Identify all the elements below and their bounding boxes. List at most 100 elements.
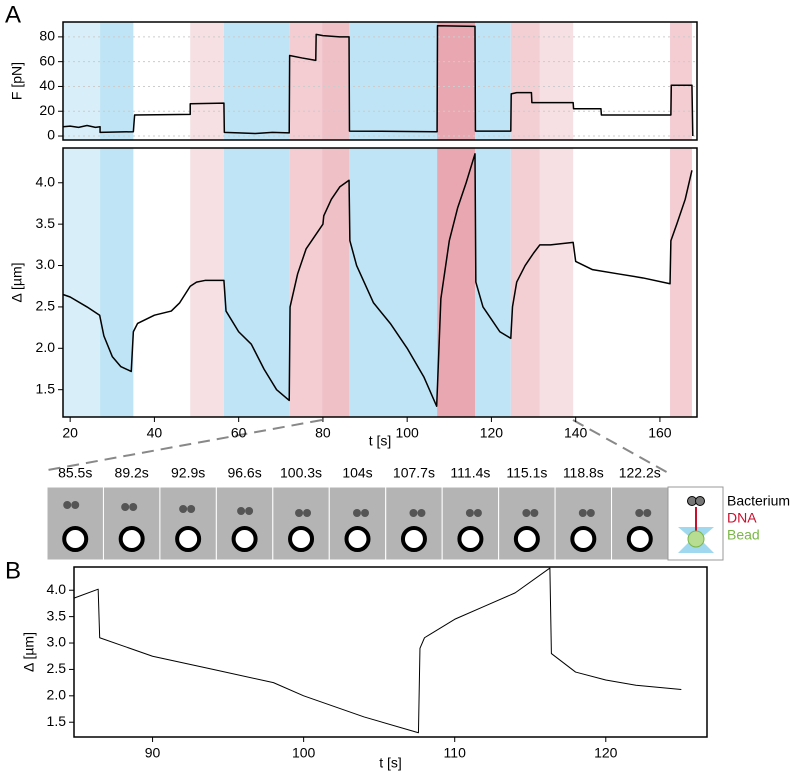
y-tick-label: 1.5 (47, 713, 67, 729)
bacterium (643, 509, 652, 517)
image-frame (611, 486, 669, 561)
x-tick-label: 90 (145, 745, 161, 761)
y-axis-label: F [pN] (9, 62, 25, 100)
frame-time-label: 104s (342, 465, 372, 481)
bacterium-icon (695, 496, 705, 506)
bacterium (295, 509, 304, 517)
y-axis-label: Δ [µm] (21, 632, 37, 672)
panel-label: A (5, 1, 21, 28)
bead-icon (687, 530, 705, 548)
y-axis-label: Δ [µm] (9, 263, 25, 303)
region (63, 148, 101, 417)
data-line (62, 153, 693, 407)
plot-frame (62, 147, 698, 418)
bead (344, 526, 371, 552)
region (100, 148, 134, 417)
x-tick-label: 40 (147, 425, 163, 441)
region (510, 22, 540, 140)
x-tick-label: 100 (292, 745, 316, 761)
region (474, 22, 511, 140)
bead (118, 526, 145, 552)
y-tick-label: 20 (39, 102, 55, 118)
bacterium (578, 509, 587, 517)
bacterium (121, 503, 130, 511)
y-tick-label: 3.0 (47, 634, 67, 650)
x-axis-label: t [s] (369, 433, 392, 449)
y-tick-label: 60 (39, 52, 55, 68)
region (670, 148, 692, 417)
bacterium (63, 501, 72, 509)
bacterium (179, 505, 188, 513)
bead (62, 526, 89, 552)
bacterium (409, 509, 418, 517)
bacterium (71, 501, 80, 509)
region (190, 22, 224, 140)
x-tick-label: 100 (395, 425, 419, 441)
y-tick-label: 3.5 (47, 607, 67, 623)
y-tick-label: 40 (39, 77, 55, 93)
region (100, 22, 134, 140)
frame-time-label: 111.4s (450, 465, 490, 481)
data-line (73, 567, 682, 734)
region (223, 22, 290, 140)
region (539, 148, 574, 417)
region (437, 22, 475, 140)
region (510, 148, 540, 417)
bead (400, 526, 427, 552)
panel-label: B (5, 557, 21, 584)
bacterium (361, 509, 369, 517)
bacterium (303, 509, 312, 517)
data-line (62, 24, 694, 137)
image-frame (328, 486, 387, 561)
bead (626, 526, 653, 552)
legend-entry: Bead (727, 527, 760, 543)
region (322, 22, 350, 140)
bead (231, 526, 258, 552)
bead (175, 526, 202, 552)
bacterium (635, 509, 644, 517)
x-tick-label: 140 (564, 425, 588, 441)
x-tick-label: 120 (594, 745, 618, 761)
y-tick-label: 2.5 (36, 298, 56, 314)
frame-time-label: 92.9s (171, 465, 205, 481)
image-frame (102, 486, 161, 561)
frame-time-label: 100.3s (280, 465, 322, 481)
y-tick-label: 3.5 (36, 215, 56, 231)
bacterium (586, 509, 595, 517)
x-tick-label: 120 (480, 425, 504, 441)
bead (288, 526, 315, 552)
x-tick-label: 80 (315, 425, 331, 441)
legend-entry: Bacterium (727, 493, 790, 509)
x-tick-label: 110 (444, 745, 467, 761)
region (349, 22, 438, 140)
zoom-guide (47, 419, 323, 471)
region (474, 148, 511, 417)
frame-time-label: 107.7s (393, 465, 435, 481)
bacterium (417, 509, 426, 517)
image-frame (272, 486, 330, 561)
region (539, 22, 574, 140)
region (289, 22, 323, 140)
image-frame (159, 486, 217, 561)
image-frame (215, 486, 274, 561)
y-tick-label: 2.0 (36, 339, 56, 355)
bacterium (465, 509, 474, 517)
frame-time-label: 122.2s (619, 465, 661, 481)
frame-time-label: 96.6s (227, 465, 261, 481)
x-axis-label: t [s] (379, 755, 402, 771)
y-tick-label: 0 (47, 127, 55, 143)
bacterium (473, 509, 482, 517)
y-tick-label: 2.0 (47, 687, 67, 703)
region (63, 22, 101, 140)
region (223, 148, 290, 417)
image-frame (554, 486, 613, 561)
frame-time-label: 85.5s (58, 465, 92, 481)
legend-entry: DNA (727, 510, 757, 526)
image-frame (498, 486, 556, 561)
bead (457, 526, 484, 552)
image-frame (441, 486, 500, 561)
bacterium (129, 503, 138, 511)
bead (513, 526, 540, 552)
y-tick-label: 4.0 (36, 173, 56, 189)
y-tick-label: 1.5 (36, 380, 56, 396)
